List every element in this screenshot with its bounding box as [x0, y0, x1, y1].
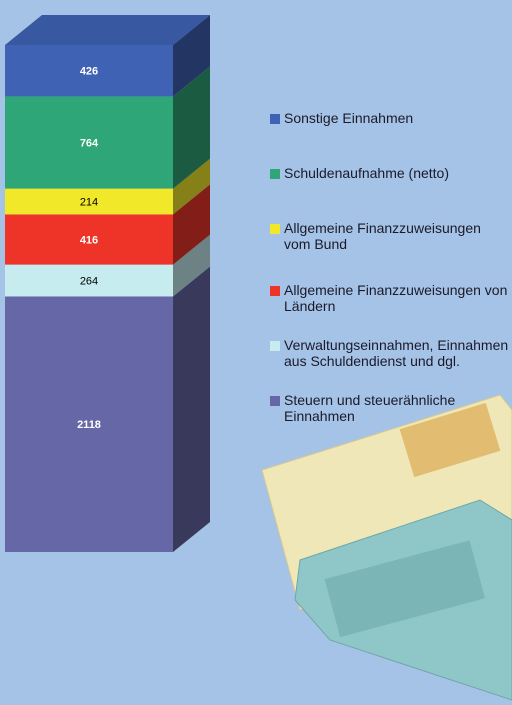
legend-entry: Steuern und steuerähnliche Einnahmen	[270, 392, 510, 424]
legend-label: Allgemeine Finanzzuweisungen von Ländern	[284, 282, 510, 314]
bar-side	[173, 266, 210, 552]
legend-swatch	[270, 114, 280, 124]
legend-swatch	[270, 341, 280, 351]
banknotes	[262, 395, 512, 700]
legend-swatch	[270, 224, 280, 234]
legend-swatch	[270, 169, 280, 179]
data-label: 416	[80, 234, 98, 246]
data-label: 264	[80, 276, 98, 288]
bar-stack: 2118 264 416 214 764 426	[5, 15, 210, 552]
data-label: 214	[80, 196, 98, 208]
legend-label: Allgemeine Finanzzuweisungen vom Bund	[284, 220, 510, 252]
legend-label: Schuldenaufnahme (netto)	[284, 165, 510, 181]
legend-entry: Schuldenaufnahme (netto)	[270, 165, 510, 181]
legend-label: Verwaltungseinnahmen, Einnahmen aus Schu…	[284, 337, 510, 369]
legend-entry: Allgemeine Finanzzuweisungen von Ländern	[270, 282, 510, 314]
legend-entry: Sonstige Einnahmen	[270, 110, 510, 126]
data-label: 764	[80, 137, 99, 149]
data-label: 2118	[77, 419, 101, 431]
legend-entry: Allgemeine Finanzzuweisungen vom Bund	[270, 220, 510, 252]
legend-swatch	[270, 286, 280, 296]
legend-entry: Verwaltungseinnahmen, Einnahmen aus Schu…	[270, 337, 510, 369]
legend-label: Steuern und steuerähnliche Einnahmen	[284, 392, 510, 424]
legend-label: Sonstige Einnahmen	[284, 110, 510, 126]
page: 2118 264 416 214 764 426 Sonstige Einnahmen Sc…	[0, 0, 512, 705]
data-label: 426	[80, 66, 98, 78]
legend-swatch	[270, 396, 280, 406]
